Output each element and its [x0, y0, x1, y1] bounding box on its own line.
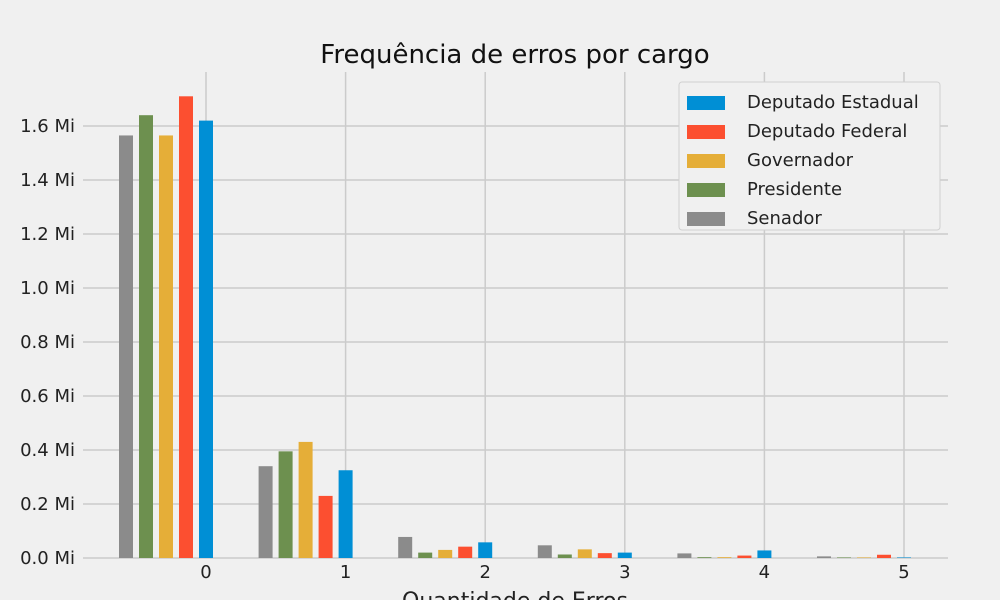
legend-box [678, 81, 941, 231]
bar-deputado-estadual-5 [897, 557, 911, 558]
chart-title: Frequência de erros por cargo [320, 40, 709, 70]
bar-senador-0 [119, 135, 133, 558]
bar-senador-1 [258, 466, 273, 558]
y-tick-label: 0.0 Mi [20, 548, 75, 569]
legend-label-presidente: Presidente [747, 179, 842, 200]
y-tick-label: 0.4 Mi [20, 440, 75, 461]
bar-deputado-estadual-2 [478, 542, 493, 558]
y-tick-label: 0.6 Mi [20, 386, 75, 407]
x-tick-label: 4 [759, 562, 770, 583]
x-tick-label: 0 [200, 562, 211, 583]
bar-presidente-4 [697, 557, 712, 558]
bar-deputado-federal-2 [458, 546, 473, 558]
bar-deputado-estadual-4 [757, 550, 772, 558]
bar-presidente-3 [557, 554, 572, 558]
y-tick-label: 1.4 Mi [20, 170, 75, 191]
bar-presidente-0 [139, 115, 153, 558]
bar-senador-4 [677, 553, 692, 558]
legend-label-deputado-estadual: Deputado Estadual [747, 92, 919, 113]
bar-senador-2 [398, 536, 413, 558]
x-tick-label: 5 [898, 562, 909, 583]
legend: Deputado Estadual Deputado Federal Governa… [678, 81, 941, 231]
bar-governador-5 [857, 557, 871, 558]
bars [119, 96, 911, 559]
bar-deputado-federal-1 [318, 495, 333, 558]
y-tick-label: 1.6 Mi [20, 116, 75, 137]
legend-swatch-senador [687, 212, 725, 226]
y-tick-label: 1.2 Mi [20, 224, 75, 245]
x-axis-label: Quantidade de Erros [402, 589, 628, 600]
tick-labels: 0.0 Mi 0.2 Mi 0.4 Mi 0.6 Mi 0.8 Mi 1.0 Mi 1.2 … [20, 116, 910, 583]
x-tick-label: 2 [479, 562, 490, 583]
bar-deputado-estadual-3 [617, 552, 632, 558]
bar-presidente-1 [278, 451, 293, 558]
bar-governador-0 [159, 135, 173, 558]
legend-label-deputado-federal: Deputado Federal [747, 121, 907, 142]
legend-swatch-governador [687, 154, 725, 168]
bar-deputado-estadual-1 [338, 470, 353, 558]
legend-label-governador: Governador [747, 150, 854, 171]
bar-deputado-federal-0 [179, 96, 193, 559]
bar-governador-3 [577, 549, 592, 558]
bar-senador-3 [537, 545, 552, 558]
bar-senador-5 [817, 556, 831, 558]
bar-presidente-5 [837, 557, 851, 558]
bar-deputado-federal-5 [877, 554, 891, 558]
y-tick-label: 1.0 Mi [20, 278, 75, 299]
bar-deputado-federal-4 [737, 555, 752, 558]
bar-deputado-estadual-0 [199, 120, 213, 558]
x-tick-label: 3 [619, 562, 630, 583]
y-tick-label: 0.8 Mi [20, 332, 75, 353]
legend-swatch-deputado-estadual [687, 96, 725, 110]
bar-deputado-federal-3 [597, 553, 612, 558]
legend-swatch-deputado-federal [687, 125, 725, 139]
legend-swatch-presidente [687, 183, 725, 197]
grid [83, 72, 948, 559]
bar-governador-2 [438, 549, 453, 558]
y-tick-label: 0.2 Mi [20, 494, 75, 515]
bar-presidente-2 [418, 552, 433, 558]
bar-governador-1 [298, 441, 313, 558]
x-tick-label: 1 [340, 562, 351, 583]
legend-label-senador: Senador [747, 208, 822, 229]
bar-governador-4 [717, 557, 732, 558]
